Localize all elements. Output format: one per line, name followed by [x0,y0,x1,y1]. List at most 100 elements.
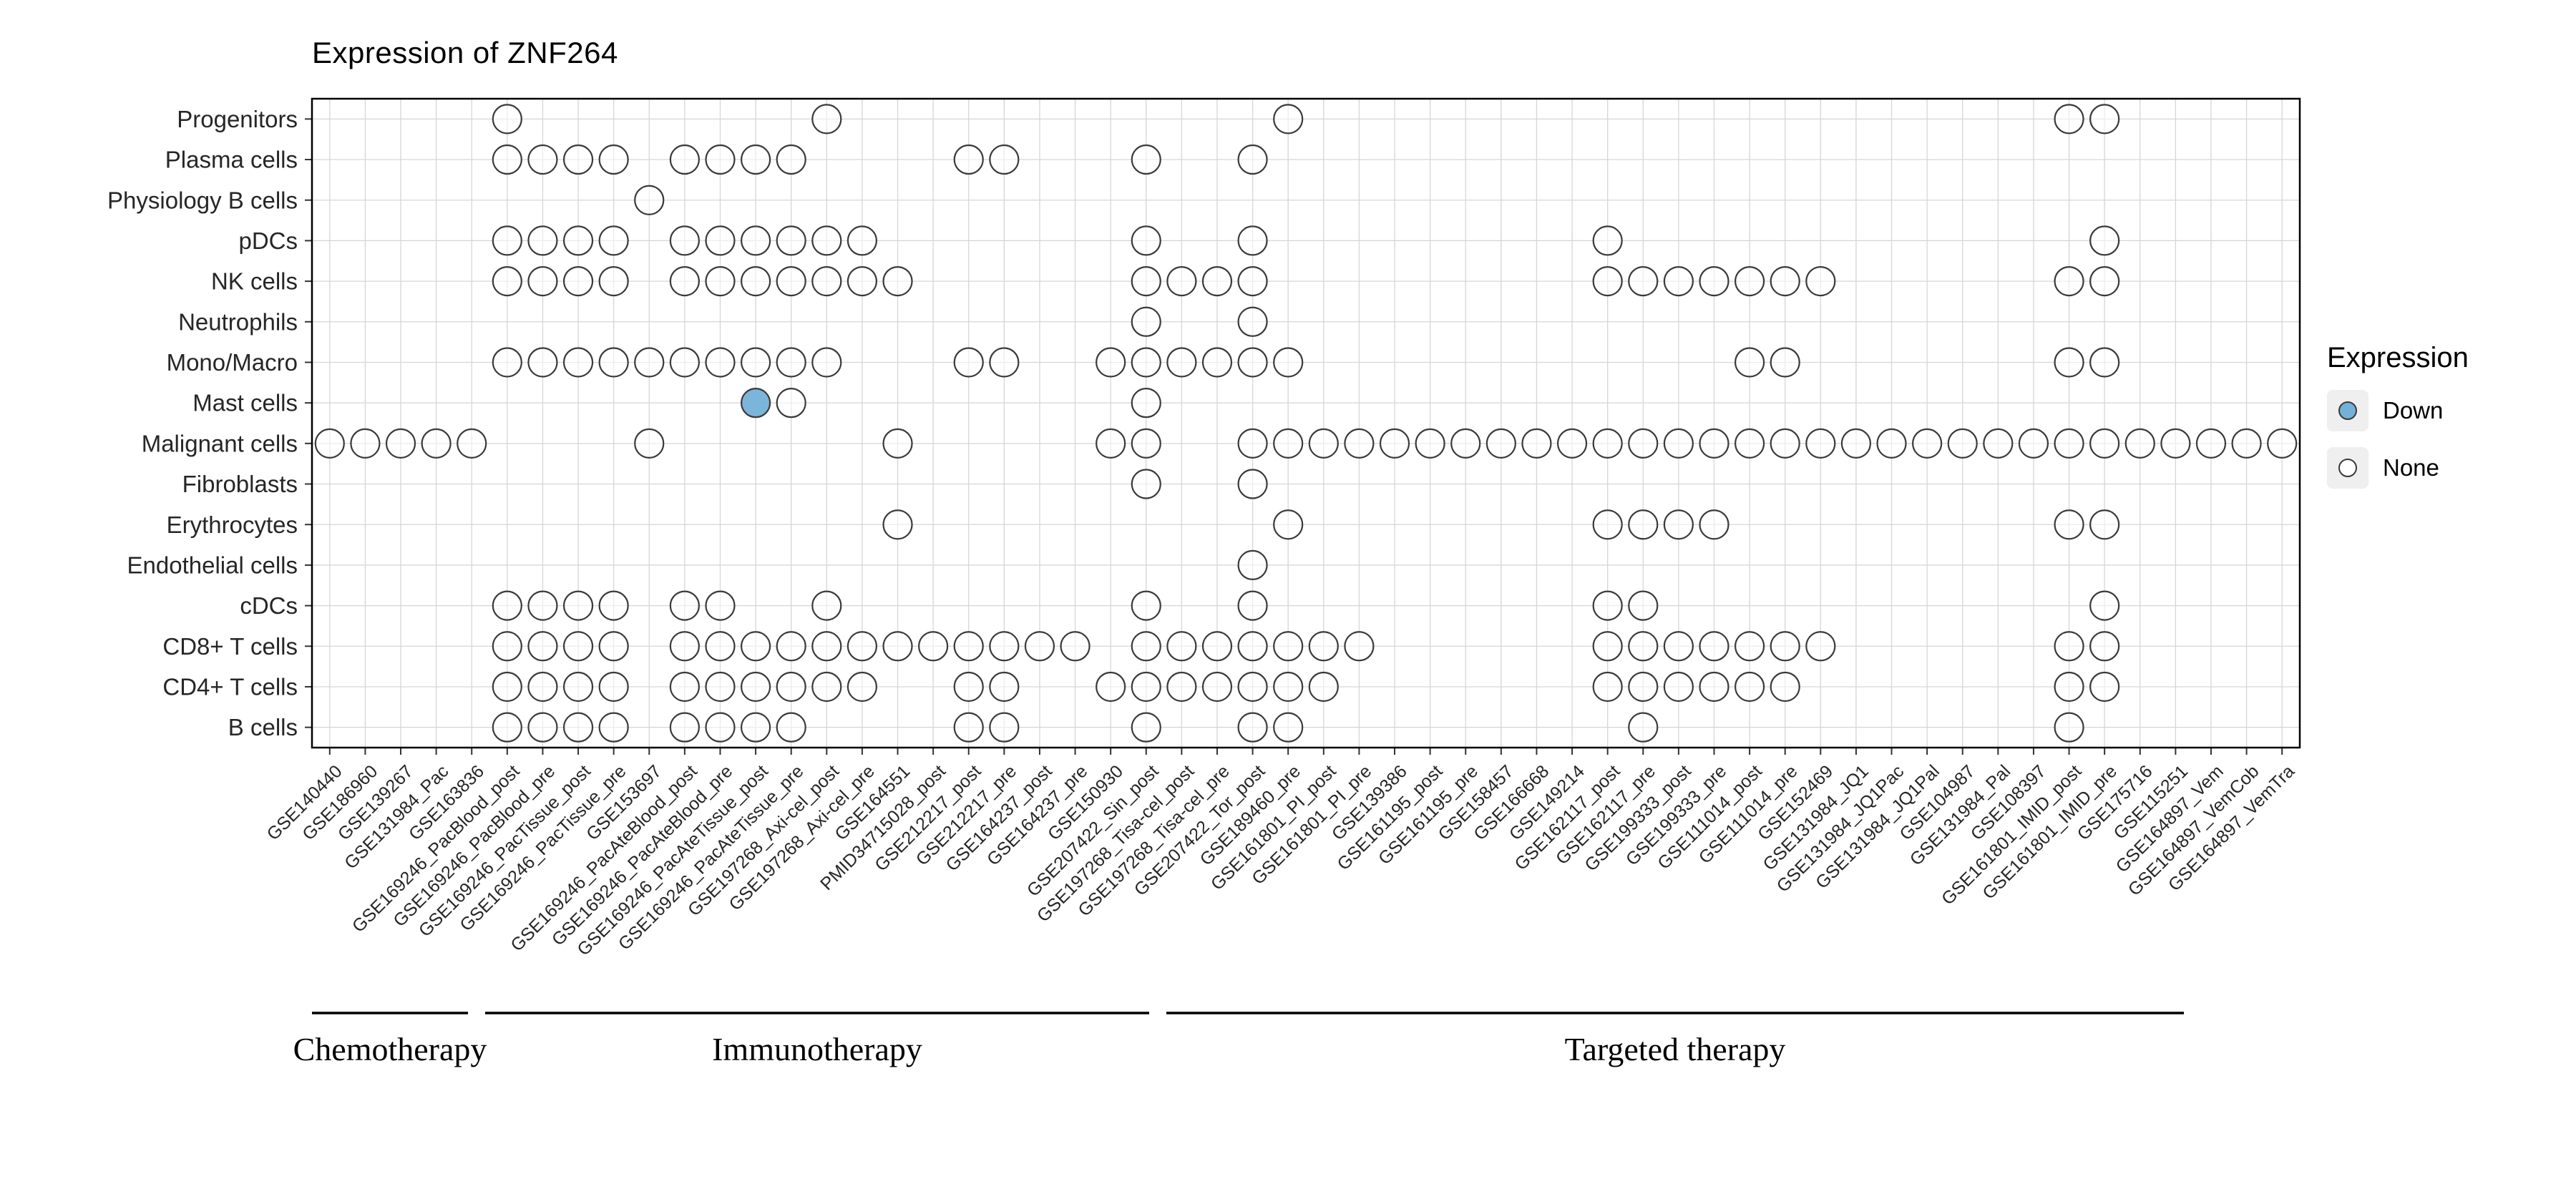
dot-none [1344,631,1375,662]
dot-none [598,712,629,743]
legend-key-none [2327,447,2368,489]
dot-none [989,144,1020,175]
dot-none [598,590,629,621]
dot-none [1770,428,1800,459]
dot-none [2267,428,2298,459]
dot-none [669,590,700,621]
y-axis-label: Mast cells [192,390,298,416]
dot-none [2054,631,2084,662]
dot-none [2160,428,2191,459]
dot-none [1592,265,1623,297]
dot-none [705,631,736,662]
dot-none [1237,469,1268,499]
y-axis-label: Endothelial cells [127,552,298,578]
dot-none [1060,631,1091,662]
dot-none [1273,671,1304,703]
dot-none [1166,631,1197,662]
dot-none [1237,265,1268,297]
legend-entry-none: None [2327,447,2469,489]
dot-none [953,712,984,743]
dot-none [1237,549,1268,581]
dot-none [598,144,629,175]
dot-none [1131,590,1161,621]
dot-none [1273,509,1304,540]
dot-none [527,631,558,662]
dot-none [1131,469,1161,499]
dot-none [2089,347,2120,378]
dot-none [1237,144,1268,175]
dot-none [669,144,700,175]
dot-none [811,631,842,662]
dot-none [705,712,736,743]
dot-none [776,631,806,662]
dot-none [1592,590,1623,621]
dot-none [953,671,984,703]
dot-none [1308,631,1339,662]
dot-none [1237,712,1268,743]
dot-none [2195,428,2227,459]
dot-none [1166,347,1197,378]
dot-none [1237,428,1268,459]
dot-none [2054,671,2084,703]
dot-none [1166,671,1197,703]
dot-none [1770,347,1800,378]
down-dot-icon [2338,401,2357,420]
dot-none [705,590,736,621]
therapy-group-label: Targeted therapy [1565,1031,1786,1067]
y-axis-label: B cells [228,714,298,740]
dot-none [1592,225,1623,256]
y-axis-label: CD8+ T cells [162,633,298,660]
dot-none [2089,631,2120,662]
dot-none [2054,509,2084,540]
dot-none [1734,671,1765,703]
dot-none [669,712,700,743]
dot-none [527,347,558,378]
dot-none [1734,428,1765,459]
dot-none [1912,428,1943,459]
dot-none [776,144,806,175]
dot-none [1699,671,1729,703]
dot-none [1628,265,1659,297]
dot-none [1699,509,1729,540]
dot-none [598,631,629,662]
dot-none [634,347,665,378]
dot-none [1344,428,1375,459]
dot-none [669,225,700,256]
dot-none [1237,306,1268,337]
dot-none [1131,265,1161,297]
dot-none [562,265,594,297]
dot-none [492,225,522,256]
dot-none [740,347,771,378]
dot-none [918,631,949,662]
dot-none [421,428,452,459]
dot-none [1237,590,1268,621]
dot-none [1131,712,1161,743]
dot-none [1131,631,1161,662]
dot-none [1273,428,1304,459]
dot-none [457,428,487,459]
dot-none [953,144,984,175]
y-axis-label: cDCs [240,592,298,619]
y-axis-label: Neutrophils [178,308,298,335]
dot-none [882,428,913,459]
dot-none [953,347,984,378]
dot-none [1308,671,1339,703]
dot-none [527,712,558,743]
dot-none [1131,225,1161,256]
y-axis-label: Mono/Macro [167,349,298,376]
dot-none [1201,671,1233,703]
dot-none [669,347,700,378]
dot-none [1237,225,1268,256]
dot-none [1237,631,1268,662]
dot-none [811,347,842,378]
dot-none [492,671,522,703]
dot-none [1734,347,1765,378]
dot-none [847,265,878,297]
dot-none [2124,428,2155,459]
dot-none [634,428,665,459]
dot-none [669,671,700,703]
dot-none [669,265,700,297]
dot-none [776,347,806,378]
dot-none [562,225,594,256]
dot-none [1663,631,1694,662]
